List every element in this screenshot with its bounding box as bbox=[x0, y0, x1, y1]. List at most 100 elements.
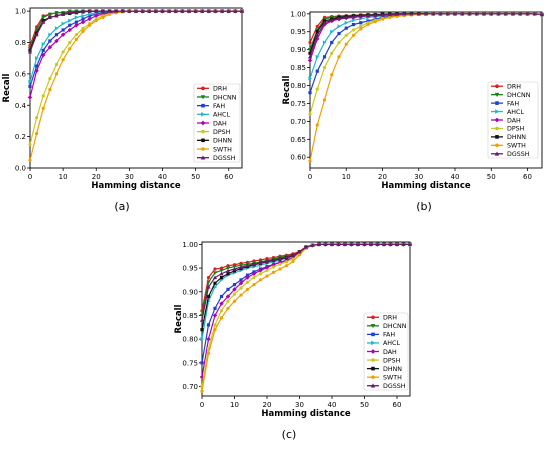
data-point bbox=[423, 11, 429, 16]
legend-item: DHCNN bbox=[367, 323, 407, 330]
data-point bbox=[252, 283, 256, 287]
legend-marker bbox=[494, 151, 500, 156]
legend-marker bbox=[201, 86, 205, 91]
legend-marker bbox=[200, 95, 206, 100]
y-tick-label: 1.00 bbox=[290, 10, 306, 18]
y-tick-label: 1.0 bbox=[15, 8, 26, 16]
data-point bbox=[206, 323, 211, 327]
x-tick-label: 50 bbox=[360, 401, 369, 409]
data-point bbox=[200, 361, 204, 365]
legend-item: DAH bbox=[367, 349, 397, 356]
y-tick-label: 0.70 bbox=[290, 118, 306, 126]
x-tick-label: 40 bbox=[158, 173, 167, 181]
data-point bbox=[467, 11, 472, 16]
data-point bbox=[344, 26, 348, 30]
data-point bbox=[54, 72, 59, 76]
data-point bbox=[81, 17, 85, 21]
x-tick-label: 0 bbox=[200, 401, 204, 409]
y-tick-label: 0.85 bbox=[182, 312, 198, 320]
data-point bbox=[212, 271, 218, 275]
data-point bbox=[373, 13, 378, 17]
legend-item: AHCL bbox=[367, 340, 400, 347]
data-point bbox=[232, 269, 237, 273]
legend-marker bbox=[201, 112, 206, 117]
data-point bbox=[518, 11, 523, 16]
data-point bbox=[47, 12, 52, 17]
data-point bbox=[41, 106, 45, 110]
data-point bbox=[245, 287, 250, 291]
data-point bbox=[322, 65, 327, 70]
data-point bbox=[330, 29, 334, 34]
y-tick-label: 0.4 bbox=[15, 102, 27, 110]
data-point bbox=[186, 9, 192, 13]
y-tick-label: 0.70 bbox=[182, 383, 198, 391]
chart-panel: 0 10 20 30 40 50 60 0.60 0.65 0.70 0.75 0.80 0.85 0.9… bbox=[282, 10, 545, 213]
data-point bbox=[206, 9, 211, 13]
data-point bbox=[336, 16, 342, 21]
data-point bbox=[258, 268, 263, 273]
data-point bbox=[68, 18, 72, 23]
data-point bbox=[232, 292, 237, 296]
data-point bbox=[308, 112, 312, 116]
data-point bbox=[167, 9, 172, 13]
y-tick-label: 0.80 bbox=[182, 336, 198, 344]
data-point bbox=[258, 278, 263, 282]
data-point bbox=[337, 31, 341, 36]
data-point bbox=[489, 11, 494, 16]
data-point bbox=[41, 52, 46, 58]
series-dgssh bbox=[27, 9, 245, 54]
data-point bbox=[351, 28, 356, 32]
data-point bbox=[226, 299, 230, 303]
legend-item: FAH bbox=[491, 100, 519, 107]
data-point bbox=[358, 13, 363, 18]
data-point bbox=[173, 9, 178, 13]
legend-item: DHCNN bbox=[197, 94, 237, 101]
data-point bbox=[416, 11, 421, 16]
legend-marker bbox=[201, 129, 205, 134]
x-tick-label: 40 bbox=[451, 173, 460, 181]
data-point bbox=[365, 13, 371, 18]
data-point bbox=[147, 9, 152, 13]
data-point bbox=[233, 9, 238, 13]
data-point bbox=[351, 14, 356, 19]
data-point bbox=[258, 260, 263, 265]
legend-item: DPSH bbox=[367, 357, 401, 364]
data-point bbox=[401, 242, 406, 246]
data-point bbox=[322, 20, 327, 25]
data-point bbox=[278, 267, 282, 271]
data-point bbox=[388, 15, 392, 19]
data-point bbox=[452, 11, 458, 16]
data-point bbox=[68, 47, 72, 51]
data-point bbox=[35, 64, 39, 68]
legend-marker bbox=[371, 340, 376, 346]
data-point bbox=[41, 48, 45, 52]
data-point bbox=[375, 242, 380, 246]
legend-item: DHNN bbox=[367, 366, 402, 373]
data-point bbox=[539, 12, 545, 17]
x-axis-label: Hamming distance bbox=[261, 409, 351, 419]
x-tick-label: 10 bbox=[59, 173, 68, 181]
data-point bbox=[359, 27, 363, 31]
y-tick-label: 0.75 bbox=[182, 359, 198, 367]
data-point bbox=[212, 275, 218, 280]
data-point bbox=[271, 257, 276, 262]
data-point bbox=[35, 131, 39, 136]
legend-item: DRH bbox=[197, 86, 227, 93]
data-point bbox=[88, 23, 92, 27]
legend-label: DGSSH bbox=[383, 383, 406, 390]
data-point bbox=[232, 299, 237, 303]
data-point bbox=[307, 54, 313, 59]
data-point bbox=[381, 242, 387, 246]
legend-marker bbox=[370, 349, 376, 354]
data-point bbox=[316, 242, 322, 246]
data-point bbox=[88, 14, 92, 18]
data-point bbox=[200, 389, 204, 393]
y-axis-label: Recall bbox=[282, 75, 292, 104]
data-point bbox=[74, 37, 78, 41]
x-tick-label: 60 bbox=[523, 173, 532, 181]
data-point bbox=[238, 265, 244, 269]
data-point bbox=[67, 10, 72, 15]
legend-label: SWTH bbox=[213, 146, 232, 153]
legend-label: DHNN bbox=[383, 366, 402, 373]
data-point bbox=[87, 16, 92, 22]
